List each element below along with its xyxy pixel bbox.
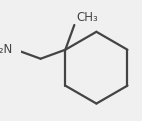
Text: CH₃: CH₃ (76, 11, 98, 24)
Text: H₂N: H₂N (0, 43, 13, 56)
